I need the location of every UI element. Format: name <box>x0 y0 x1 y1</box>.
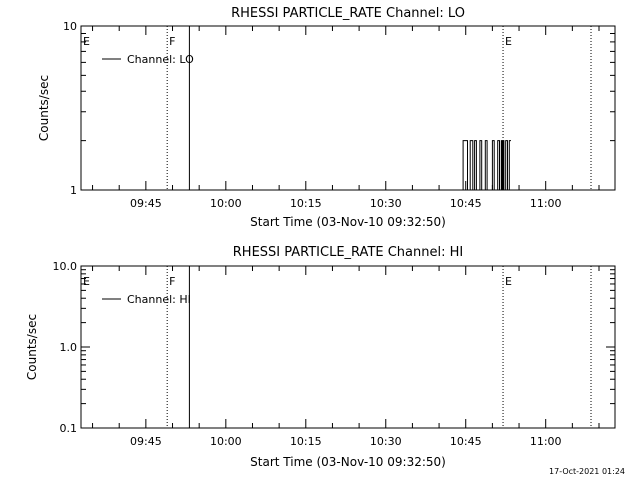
x-tick-label: 10:30 <box>370 435 402 448</box>
x-tick-label: 10:15 <box>290 435 322 448</box>
x-tick-label: 11:00 <box>530 197 562 210</box>
flag-label: E <box>83 275 90 288</box>
x-tick-label: 10:45 <box>450 435 482 448</box>
plot-frame <box>80 265 616 429</box>
legend-label: Channel: HI <box>127 293 191 306</box>
legend-label: Channel: LO <box>127 53 194 66</box>
y-axis-label: Counts/sec <box>37 75 51 141</box>
y-tick-label: 1 <box>70 184 77 197</box>
x-tick-label: 09:45 <box>130 197 162 210</box>
y-tick-label: 0.1 <box>60 422 78 435</box>
plot-frame <box>80 25 616 191</box>
chart-panel-1: RHESSI PARTICLE_RATE Channel: LO Start Ti… <box>37 6 616 229</box>
flag-label: E <box>83 35 90 48</box>
x-axis-label: Start Time (03-Nov-10 09:32:50) <box>250 215 446 229</box>
y-tick-label: 10 <box>63 20 77 33</box>
chart-panel-2: RHESSI PARTICLE_RATE Channel: HI Start Ti… <box>25 245 616 469</box>
x-tick-label: 10:45 <box>450 197 482 210</box>
y-tick-label: 1.0 <box>60 341 78 354</box>
x-tick-label: 10:15 <box>290 197 322 210</box>
y-tick-label: 10.0 <box>53 260 78 273</box>
generation-timestamp: 17-Oct-2021 01:24 <box>549 467 625 476</box>
x-tick-label: 10:00 <box>210 197 242 210</box>
flag-label: E <box>505 275 512 288</box>
flag-label: F <box>169 35 175 48</box>
x-axis-label: Start Time (03-Nov-10 09:32:50) <box>250 455 446 469</box>
chart-title: RHESSI PARTICLE_RATE Channel: LO <box>231 6 465 21</box>
x-tick-label: 11:00 <box>530 435 562 448</box>
x-tick-label: 09:45 <box>130 435 162 448</box>
y-axis-label: Counts/sec <box>25 314 39 380</box>
chart-title: RHESSI PARTICLE_RATE Channel: HI <box>233 245 463 260</box>
flag-label: E <box>505 35 512 48</box>
x-tick-label: 10:00 <box>210 435 242 448</box>
flag-label: F <box>169 275 175 288</box>
x-tick-label: 10:30 <box>370 197 402 210</box>
series-line <box>460 140 511 191</box>
